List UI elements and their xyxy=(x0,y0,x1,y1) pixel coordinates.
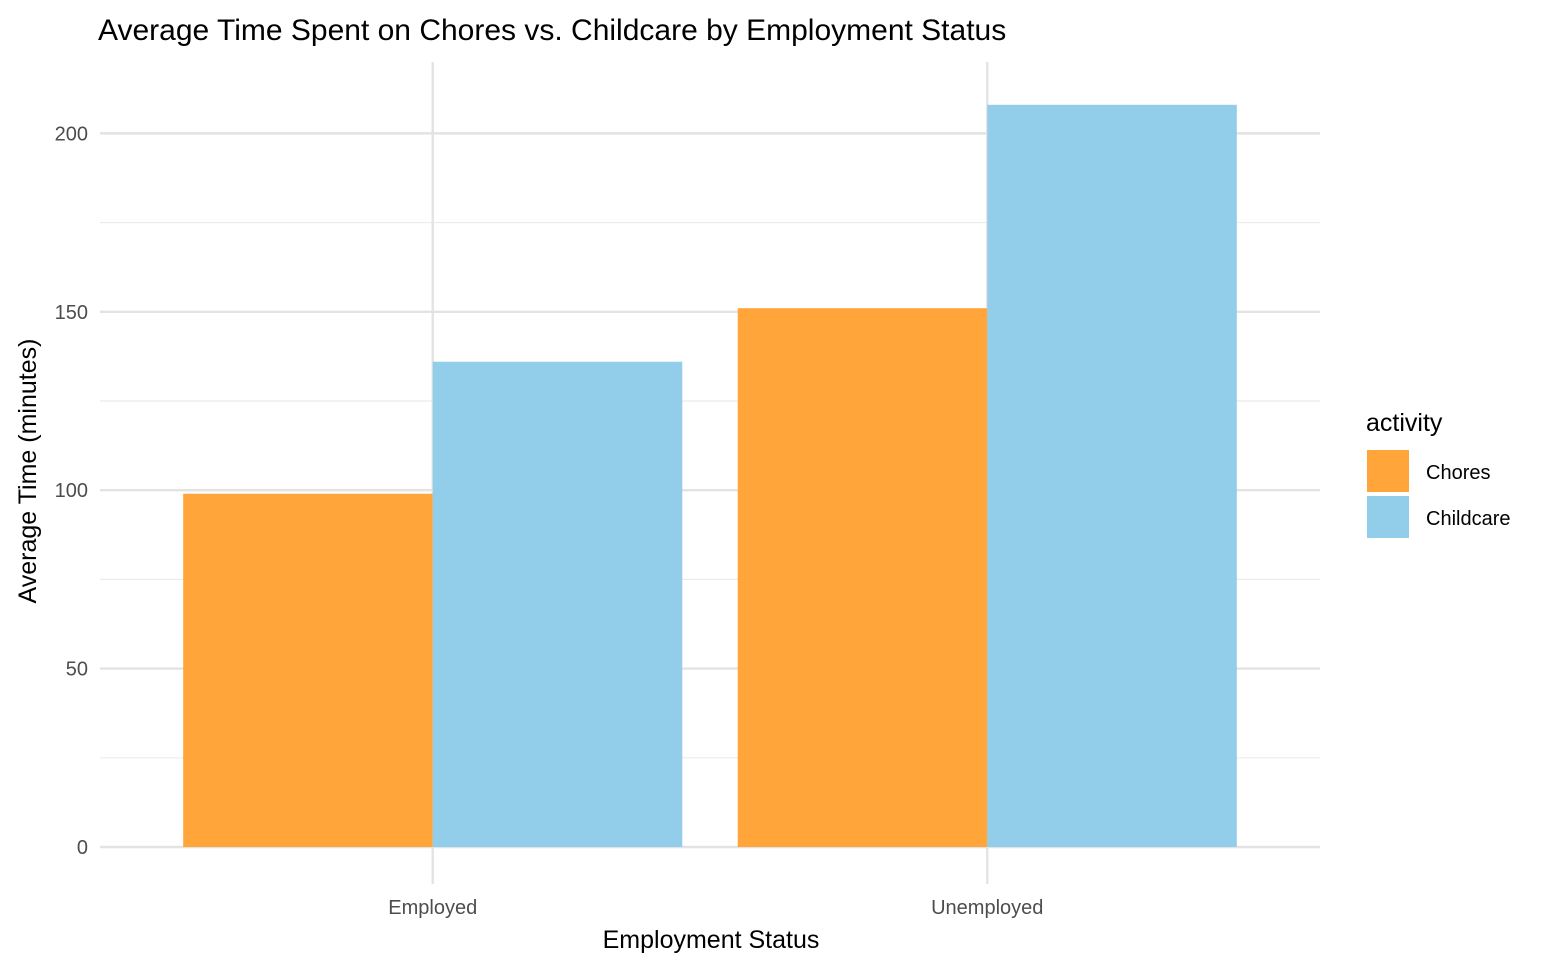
bar-childcare-employed xyxy=(432,361,683,847)
bar-chores-unemployed xyxy=(737,308,988,847)
y-tick-label: 50 xyxy=(66,659,88,681)
bar-chores-employed xyxy=(183,493,433,847)
x-tick-label: Employed xyxy=(388,897,477,919)
chart-title: Average Time Spent on Chores vs. Childca… xyxy=(98,14,1006,47)
legend-key-chores xyxy=(1367,450,1409,492)
legend-key-childcare xyxy=(1367,496,1409,538)
legend-title: activity xyxy=(1366,409,1443,437)
y-tick-label: 100 xyxy=(55,480,88,502)
y-tick-label: 150 xyxy=(55,302,88,324)
y-tick-label: 0 xyxy=(77,837,88,859)
legend: activity Chores Childcare xyxy=(1366,409,1510,538)
bar-childcare-unemployed xyxy=(987,104,1237,848)
x-axis-ticks: Employed Unemployed xyxy=(388,897,1043,919)
y-tick-label: 200 xyxy=(55,123,88,145)
bars xyxy=(183,104,1237,848)
y-axis-title: Average Time (minutes) xyxy=(14,339,42,604)
x-axis-title: Employment Status xyxy=(603,926,820,954)
legend-label-childcare: Childcare xyxy=(1426,508,1510,530)
x-tick-label: Unemployed xyxy=(931,897,1043,919)
y-axis-ticks: 0 50 100 150 200 xyxy=(55,123,88,859)
legend-label-chores: Chores xyxy=(1426,462,1490,484)
